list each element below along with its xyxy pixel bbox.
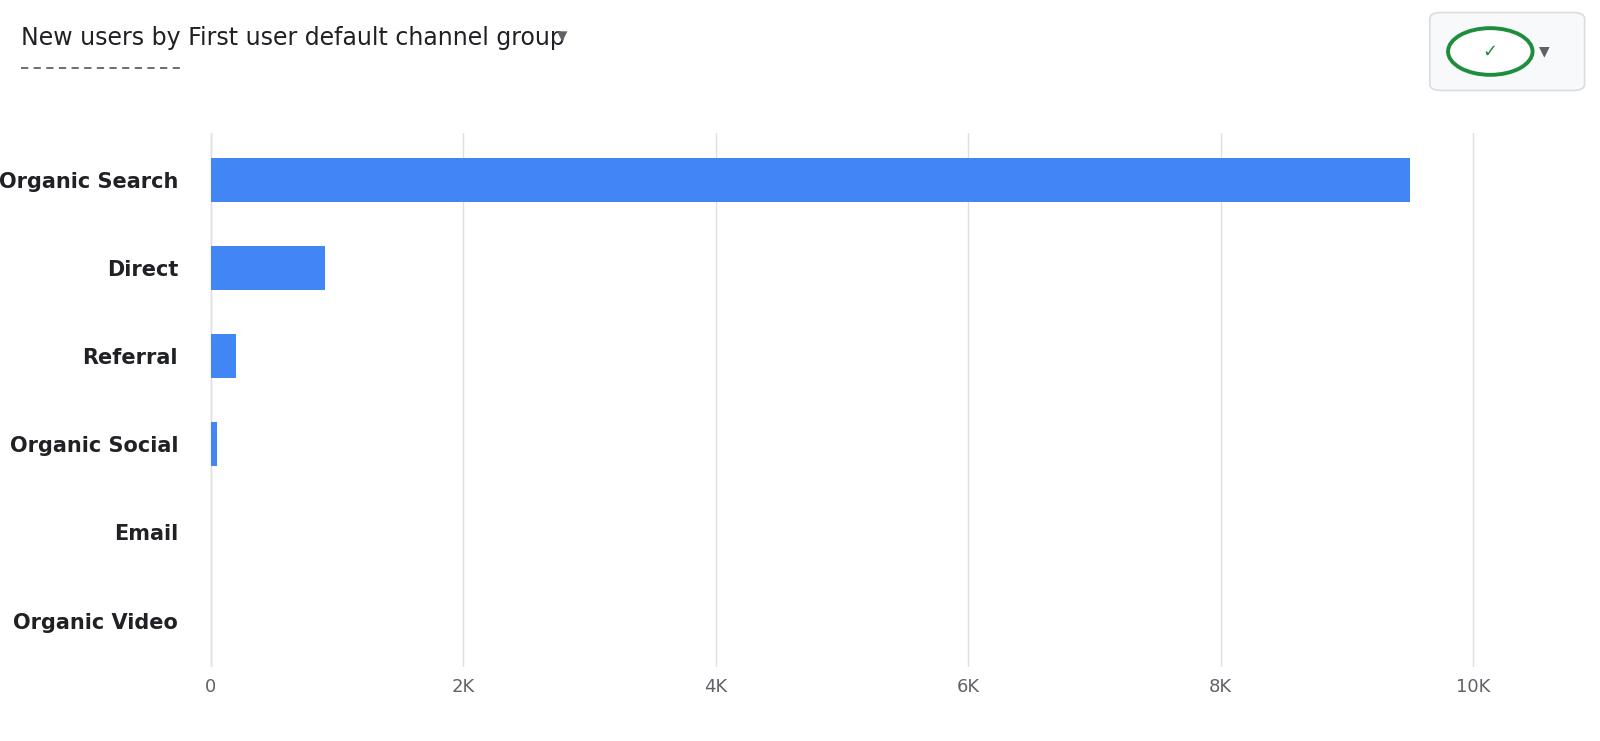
Bar — [211, 334, 237, 378]
Bar — [211, 422, 218, 466]
Bar — [211, 246, 325, 290]
Text: New users by First user default channel group: New users by First user default channel … — [21, 26, 565, 50]
FancyBboxPatch shape — [1430, 13, 1584, 90]
Bar — [211, 158, 1410, 202]
Text: ▾: ▾ — [557, 26, 568, 46]
Text: ▼: ▼ — [1539, 44, 1549, 59]
Text: ✓: ✓ — [1483, 42, 1498, 61]
Circle shape — [1448, 28, 1533, 75]
